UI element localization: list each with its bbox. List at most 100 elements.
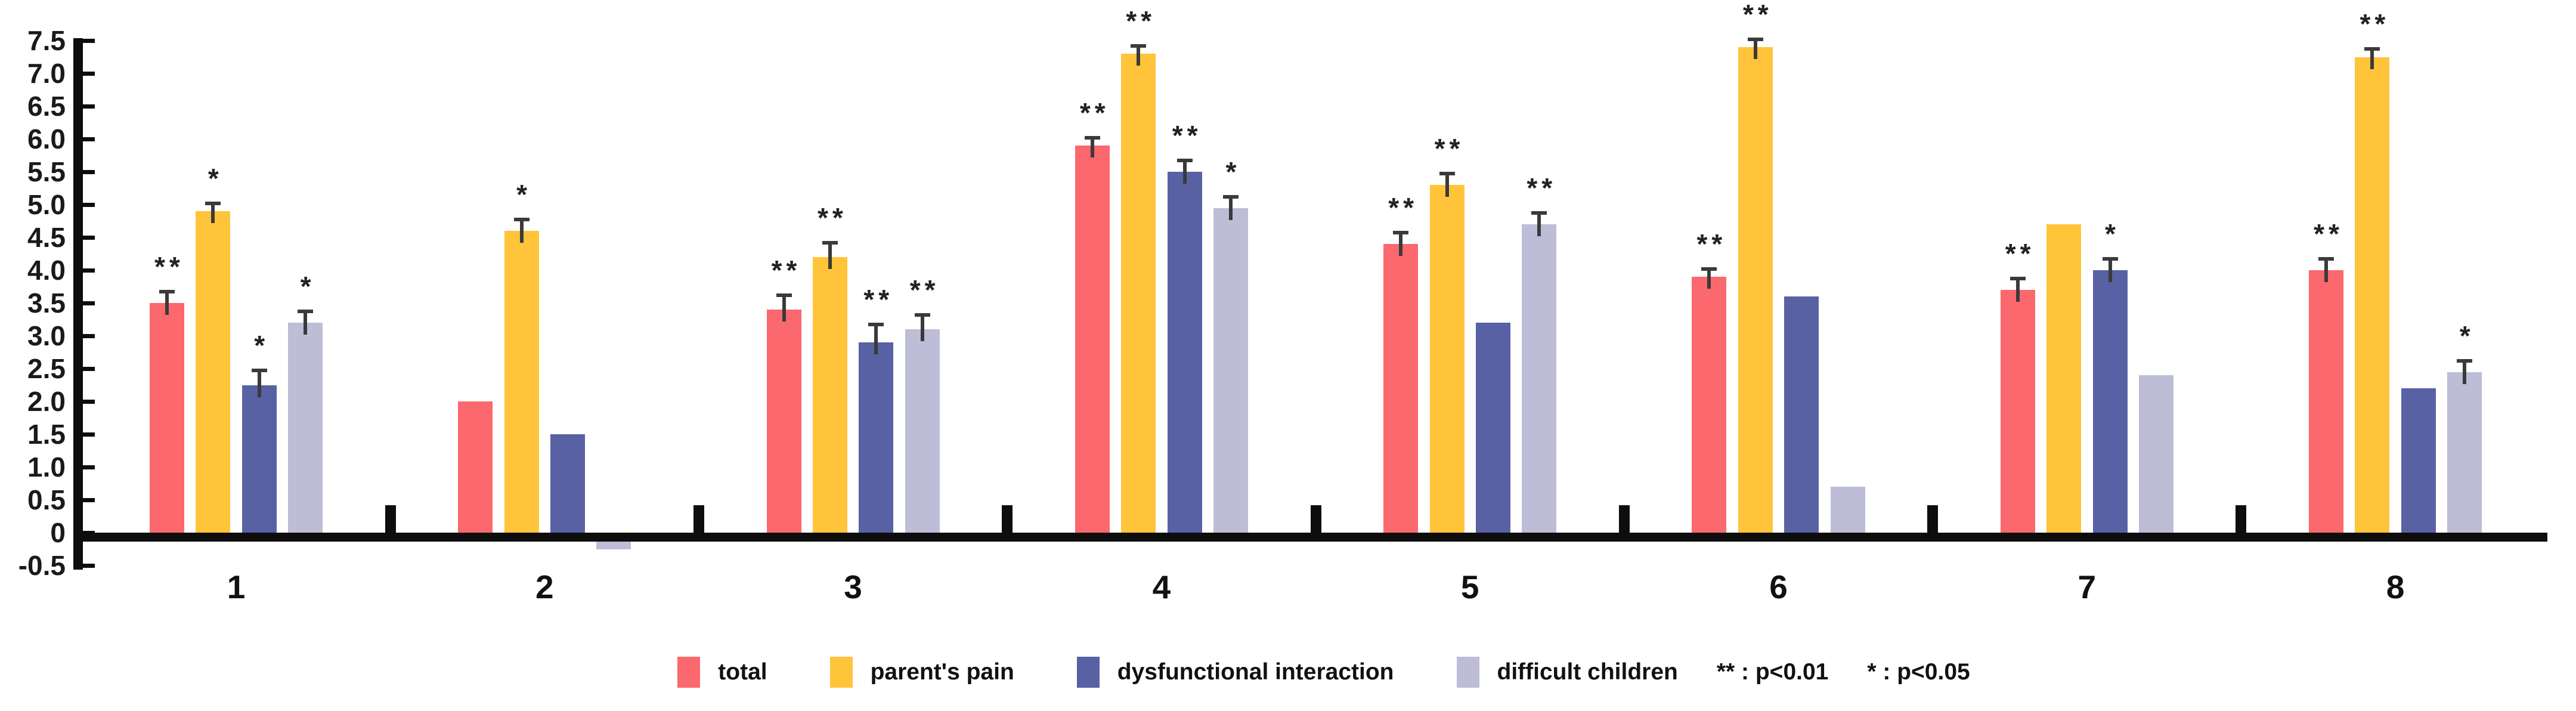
bar-g4-parent-s-pain [1121, 54, 1156, 533]
error-bar-cap [1393, 231, 1409, 234]
x-category-label: 1 [227, 568, 246, 605]
y-tick-label: 3.0 [27, 320, 66, 351]
y-tick-label: -0.5 [18, 550, 66, 581]
bar-g4-difficult-children [1213, 208, 1248, 533]
y-tick [73, 563, 95, 568]
error-bar-cap [1223, 194, 1239, 199]
legend-label-dysfunctional-interaction: dysfunctional interaction [1117, 659, 1394, 685]
legend-swatch-total [677, 657, 701, 688]
y-tick-label: 6.5 [27, 91, 66, 122]
bar-g6-total [1692, 277, 1727, 533]
y-tick-label: 3.5 [27, 288, 66, 319]
y-tick [73, 202, 95, 207]
significance-stars: * [516, 179, 532, 210]
significance-stars: ** [2360, 8, 2390, 39]
bar-g7-total [2000, 290, 2035, 533]
y-tick [73, 399, 95, 404]
y-tick-label: 5.5 [27, 156, 66, 187]
legend-item-dysfunctional-interaction: dysfunctional interaction [1076, 657, 1394, 688]
significance-stars: ** [2314, 218, 2343, 249]
significance-stars: * [300, 271, 315, 302]
significance-stars: ** [1527, 172, 1557, 203]
error-bar [920, 313, 924, 341]
error-bar [1537, 211, 1541, 236]
bar-g1-total [149, 303, 184, 533]
y-tick [73, 71, 95, 76]
significance-stars: ** [2005, 238, 2035, 269]
error-bar [519, 218, 524, 243]
y-tick [73, 432, 95, 437]
y-tick-label: 7.0 [27, 58, 66, 89]
error-bar-cap [1701, 267, 1717, 271]
y-tick [73, 104, 95, 109]
y-tick-label: 1.5 [27, 419, 66, 450]
significance-stars: * [2459, 320, 2475, 351]
bar-g7-dysfunctional-interaction [2092, 270, 2128, 533]
significance-stars: ** [1388, 192, 1418, 223]
error-bar-cap [298, 310, 314, 313]
significance-stars: ** [1742, 0, 1773, 30]
error-bar-cap [1747, 37, 1763, 41]
legend-label-parents-pain: parent's pain [870, 659, 1014, 685]
y-tick [73, 137, 95, 141]
error-bar [1182, 159, 1187, 184]
significance-stars: ** [1126, 5, 1156, 36]
error-bar-cap [776, 293, 792, 297]
bar-g3-dysfunctional-interaction [859, 342, 894, 533]
bar-g5-total [1383, 244, 1419, 533]
error-bar-cap [205, 201, 221, 205]
significance-stars: ** [154, 251, 184, 282]
bar-g7-parent-s-pain [2046, 224, 2082, 533]
bar-g1-parent-s-pain [196, 211, 231, 533]
y-tick [73, 530, 95, 535]
x-separator-tick [693, 505, 704, 542]
x-category-label: 2 [535, 568, 554, 605]
bar-g3-total [766, 310, 801, 533]
bar-g6-difficult-children [1830, 487, 1865, 533]
x-separator-tick [385, 505, 396, 542]
y-tick-label: 4.5 [27, 222, 66, 253]
y-tick-label: 7.5 [27, 25, 66, 56]
significance-note-p01: ** : p<0.01 [1716, 659, 1829, 685]
bar-g8-parent-s-pain [2355, 57, 2390, 533]
error-bar [828, 240, 832, 269]
error-bar [304, 310, 308, 335]
error-bar [1399, 231, 1403, 256]
error-bar-cap [822, 240, 838, 245]
y-tick-label: 0.5 [27, 484, 66, 515]
error-bar [165, 290, 169, 315]
error-bar-cap [914, 313, 930, 317]
bar-g8-total [2309, 270, 2343, 533]
bar-g1-difficult-children [288, 323, 323, 533]
significance-stars: ** [1172, 120, 1202, 151]
error-bar [257, 369, 261, 397]
error-bar-cap [1531, 211, 1547, 215]
y-tick [73, 465, 95, 469]
y-tick [73, 235, 95, 240]
error-bar [1229, 194, 1233, 220]
error-bar-cap [513, 218, 530, 221]
legend-item-total: total [677, 657, 767, 688]
error-bar [1445, 172, 1449, 197]
x-category-label: 7 [2077, 568, 2097, 605]
bar-g5-dysfunctional-interaction [1475, 323, 1510, 533]
error-bar-cap [1084, 135, 1100, 140]
significance-stars: ** [1696, 228, 1727, 259]
bar-g2-total [458, 401, 493, 533]
significance-stars: * [2105, 218, 2120, 249]
legend-swatch-parents-pain [829, 657, 853, 688]
y-tick [73, 268, 95, 273]
bar-g2-dysfunctional-interaction [550, 434, 585, 533]
significance-stars: ** [1079, 97, 1110, 128]
bar-g2-difficult-children [596, 542, 631, 549]
bar-g1-dysfunctional-interaction [242, 385, 277, 533]
error-bar-cap [2318, 257, 2334, 261]
legend-swatch-dysfunctional-interaction [1076, 657, 1100, 688]
bar-g7-difficult-children [2138, 375, 2174, 533]
error-bar [1707, 267, 1711, 289]
x-category-label: 5 [1460, 568, 1479, 605]
y-tick-label: 0 [50, 517, 66, 548]
y-tick-label: 2.0 [27, 386, 66, 417]
bar-g6-parent-s-pain [1738, 47, 1773, 533]
